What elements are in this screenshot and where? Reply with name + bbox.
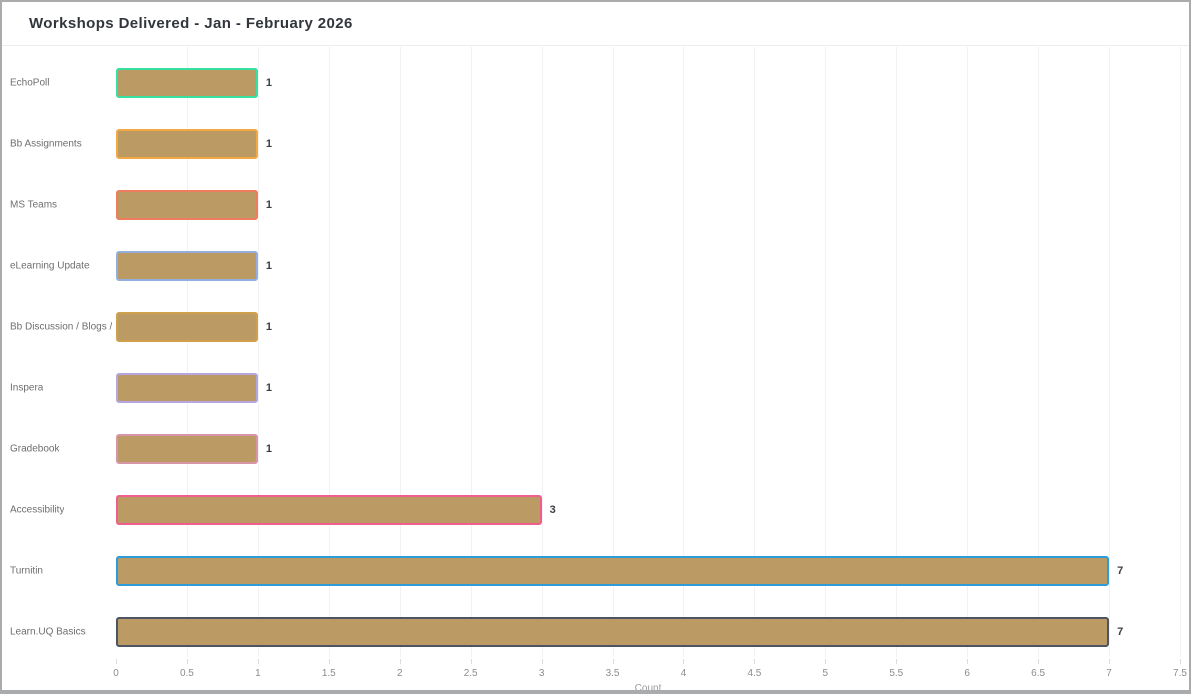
category-label: Accessibility xyxy=(10,504,65,515)
gridline xyxy=(754,47,756,657)
x-tick-label: 3.5 xyxy=(605,668,620,679)
x-tick-label: 2.5 xyxy=(463,668,478,679)
category-label: Inspera xyxy=(10,382,44,393)
x-axis-tick xyxy=(1038,659,1040,664)
gridline xyxy=(825,47,827,657)
bar-bb-assignments xyxy=(116,128,258,159)
bar-accessibility xyxy=(116,494,542,525)
gridline xyxy=(328,47,330,657)
x-axis-tick xyxy=(896,659,898,664)
bar-turnitin xyxy=(116,555,1110,586)
value-label: 1 xyxy=(265,137,272,150)
category-label: MS Teams xyxy=(10,199,58,210)
gridline xyxy=(541,47,543,657)
gridline xyxy=(470,47,472,657)
value-label: 1 xyxy=(265,259,272,272)
bar-ms-teams xyxy=(116,189,258,220)
bar-echopoll xyxy=(116,67,258,98)
x-axis-tick xyxy=(116,659,117,664)
x-axis-tick xyxy=(257,659,259,664)
x-tick-label: 4 xyxy=(680,668,687,679)
x-axis-tick xyxy=(683,659,685,664)
x-tick-label: 5 xyxy=(822,668,829,679)
gridline xyxy=(399,47,401,657)
gridline xyxy=(896,47,898,657)
value-label: 1 xyxy=(265,320,272,333)
x-axis-tick xyxy=(1109,659,1111,664)
gridline xyxy=(257,47,259,657)
x-tick-label: 0 xyxy=(113,668,119,679)
chart-header: Workshops Delivered - Jan - February 202… xyxy=(2,2,1189,46)
category-label: eLearning Update xyxy=(10,260,90,271)
x-tick-label: 2 xyxy=(396,668,403,679)
x-axis-tick xyxy=(470,659,472,664)
value-label: 7 xyxy=(1117,564,1124,577)
value-label: 1 xyxy=(265,442,272,455)
value-label: 1 xyxy=(265,381,272,394)
x-tick-label: 6.5 xyxy=(1031,668,1046,679)
x-tick-label: 6 xyxy=(964,668,970,679)
x-tick-label: 1.5 xyxy=(321,668,336,679)
x-tick-label: 5.5 xyxy=(889,668,904,679)
category-label: Gradebook xyxy=(10,443,60,454)
bar-inspera xyxy=(116,372,258,403)
gridline xyxy=(967,47,969,657)
bar-bb-discussion-blogs xyxy=(116,311,258,342)
chart-title: Workshops Delivered - Jan - February 202… xyxy=(29,15,353,32)
gridline xyxy=(1180,47,1181,657)
gridline xyxy=(1038,47,1040,657)
x-axis-tick xyxy=(754,659,756,664)
bar-learn-uq-basics xyxy=(116,616,1110,647)
category-label: Bb Discussion / Blogs /... xyxy=(10,321,112,332)
value-label: 1 xyxy=(265,76,272,89)
gridline xyxy=(612,47,614,657)
plot-area: 0 0.5 1 1.5 2 2.5 3 3.5 4 4.5 5 5.5 6 6.5 7 7.5 EchoPoll… xyxy=(10,47,1187,679)
x-axis-tick xyxy=(612,659,614,664)
x-tick-label: 1 xyxy=(255,668,261,679)
gridline xyxy=(186,47,188,657)
category-label: Learn.UQ Basics xyxy=(10,626,86,637)
x-axis-tick xyxy=(186,659,188,664)
x-axis-tick xyxy=(825,659,827,664)
category-label: Turnitin xyxy=(10,565,43,576)
category-label: Bb Assignments xyxy=(10,138,82,149)
x-tick-label: 0.5 xyxy=(179,668,194,679)
value-label: 1 xyxy=(265,198,272,211)
gridline xyxy=(1109,47,1111,657)
bar-elearning-update xyxy=(116,250,258,281)
gridline xyxy=(683,47,685,657)
x-tick-label: 7.5 xyxy=(1173,668,1187,679)
x-axis-tick xyxy=(1180,659,1181,664)
bar-chart: 0 0.5 1 1.5 2 2.5 3 3.5 4 4.5 5 5.5 6 6.5 7 7.5 EchoPoll… xyxy=(2,46,1189,690)
x-tick-label: 4.5 xyxy=(747,668,762,679)
bar-gradebook xyxy=(116,433,258,464)
value-label: 7 xyxy=(1117,625,1124,638)
category-label: EchoPoll xyxy=(10,77,50,88)
x-axis-tick xyxy=(399,659,401,664)
x-axis-title: Count xyxy=(634,683,662,694)
x-axis-tick xyxy=(328,659,330,664)
x-tick-label: 7 xyxy=(1106,668,1112,679)
x-axis-tick xyxy=(967,659,969,664)
x-axis-tick xyxy=(541,659,543,664)
x-tick-label: 3 xyxy=(538,668,545,679)
value-label: 3 xyxy=(549,503,556,516)
